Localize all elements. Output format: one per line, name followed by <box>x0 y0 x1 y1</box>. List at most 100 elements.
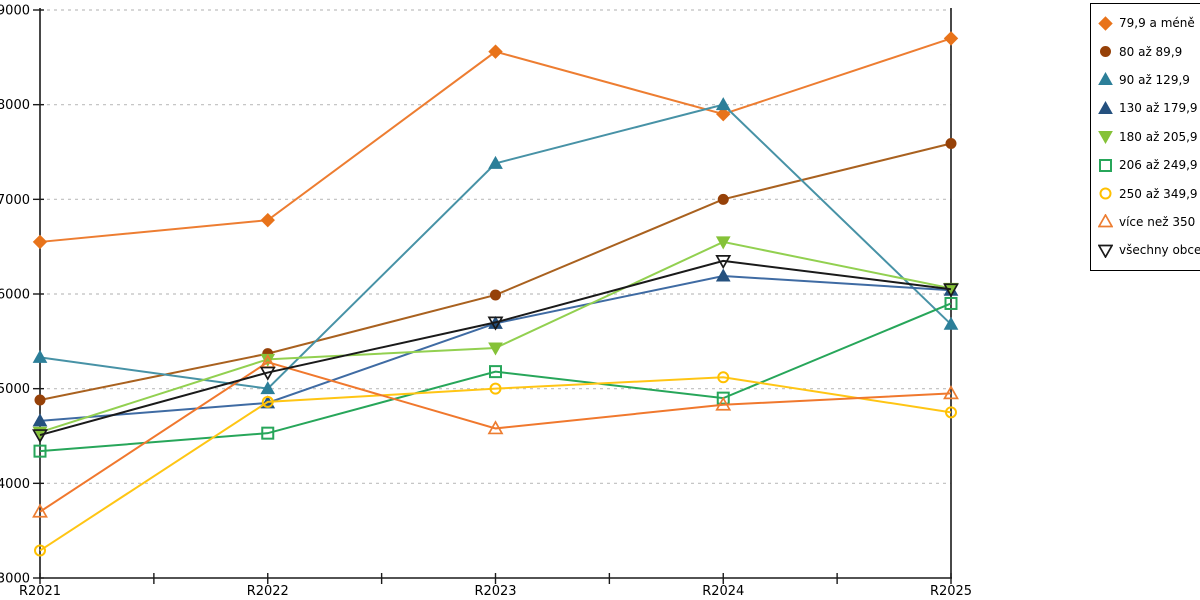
triangle-up-legend-marker-icon <box>1098 214 1113 228</box>
legend-item: 79,9 a méně <box>1098 9 1200 37</box>
legend-item: 90 až 129,9 <box>1098 66 1200 94</box>
legend-item-label: 79,9 a méně <box>1119 16 1195 31</box>
series <box>32 255 959 444</box>
diamond-marker-icon <box>716 106 731 122</box>
triangle-down-marker-icon <box>32 429 48 444</box>
square-marker-icon <box>944 296 958 310</box>
series-line <box>39 302 952 453</box>
x-tick-label: R2024 <box>702 584 744 599</box>
triangle-down-marker-icon <box>715 255 732 270</box>
diamond-marker-icon <box>32 234 48 250</box>
circle-marker-icon <box>1100 46 1111 58</box>
triangle-up-marker-icon <box>32 349 48 363</box>
circle-marker-icon <box>34 544 46 557</box>
triangle-up-marker-icon <box>32 503 48 518</box>
triangle-up-marker-icon <box>715 396 732 411</box>
y-tick-label: 5000 <box>0 382 30 397</box>
triangle-up-marker-icon <box>260 381 276 395</box>
diamond-marker-icon <box>943 31 959 46</box>
series <box>34 371 957 557</box>
series-line <box>39 259 952 437</box>
series <box>32 97 959 395</box>
triangle-down-marker-icon <box>715 236 731 250</box>
triangle-down-marker-icon <box>943 283 959 298</box>
legend-item-label: 180 až 205,9 <box>1119 129 1198 144</box>
legend-item-label: 206 až 249,9 <box>1119 158 1198 173</box>
legend-item: 250 až 349,9 <box>1098 179 1200 207</box>
triangle-up-marker-icon <box>943 316 959 330</box>
legend-item: 80 až 89,9 <box>1098 37 1200 65</box>
triangle-down-marker-icon <box>488 342 503 356</box>
triangle-down-marker-icon <box>487 316 504 331</box>
circle-marker-icon <box>261 395 274 408</box>
series <box>32 353 959 518</box>
series-line <box>39 361 952 513</box>
series <box>33 296 958 458</box>
legend-item: všechny obce <box>1098 236 1200 264</box>
square-marker-icon <box>33 444 47 458</box>
circle-marker-icon <box>945 137 957 149</box>
series <box>34 137 957 406</box>
circle-legend-marker-icon <box>1100 46 1111 58</box>
y-tick-label: 4000 <box>0 477 30 492</box>
x-tick-label: R2023 <box>474 584 516 599</box>
y-tick-label: 7000 <box>0 193 30 208</box>
circle-marker-icon <box>717 193 729 205</box>
y-tick-label: 8000 <box>0 98 30 113</box>
legend-item: 180 až 205,9 <box>1098 123 1200 151</box>
triangle-down-marker-icon <box>1098 131 1113 145</box>
square-marker-icon <box>261 426 275 440</box>
triangle-down-marker-icon <box>1098 244 1113 258</box>
x-tick-label: R2022 <box>247 584 289 599</box>
circle-marker-icon <box>717 371 730 384</box>
triangle-up-legend-marker-icon <box>1098 72 1113 86</box>
triangle-up-marker-icon <box>1098 100 1113 114</box>
legend-item-label: 130 až 179,9 <box>1119 101 1198 116</box>
square-legend-marker-icon <box>1099 158 1112 172</box>
circle-marker-icon <box>1099 187 1112 200</box>
y-tick-label: 9000 <box>0 4 30 19</box>
square-marker-icon <box>716 391 730 405</box>
legend-item-label: 90 až 129,9 <box>1119 72 1190 87</box>
series-line <box>39 240 952 434</box>
x-tick-label: R2025 <box>930 584 972 599</box>
y-tick-label: 6000 <box>0 288 30 303</box>
legend-item-label: více než 350 <box>1119 214 1196 229</box>
legend: 79,9 a méně 80 až 89,9 90 až 129,9 130 až 1… <box>1090 3 1200 271</box>
legend-item: 206 až 249,9 <box>1098 151 1200 179</box>
triangle-down-marker-icon <box>259 366 276 381</box>
diamond-marker-icon <box>488 44 503 59</box>
circle-legend-marker-icon <box>1099 187 1112 200</box>
diamond-marker-icon <box>1098 15 1113 31</box>
triangle-up-marker-icon <box>487 420 504 435</box>
square-marker-icon <box>1099 158 1112 172</box>
legend-item-label: všechny obce <box>1119 243 1200 258</box>
triangle-up-marker-icon <box>715 268 731 282</box>
triangle-up-legend-marker-icon <box>1098 100 1113 114</box>
series <box>32 31 959 250</box>
legend-item-label: 80 až 89,9 <box>1119 44 1183 59</box>
legend-item-label: 250 až 349,9 <box>1119 186 1198 201</box>
y-tick-label: 3000 <box>0 572 30 587</box>
x-tick-label: R2021 <box>19 584 61 599</box>
diamond-legend-marker-icon <box>1098 15 1113 31</box>
triangle-up-marker-icon <box>488 155 503 169</box>
triangle-down-legend-marker-icon <box>1098 244 1113 258</box>
triangle-up-marker-icon <box>32 413 48 427</box>
legend-item: 130 až 179,9 <box>1098 94 1200 122</box>
diamond-marker-icon <box>260 212 275 228</box>
circle-marker-icon <box>34 394 46 406</box>
triangle-up-marker-icon <box>1098 72 1113 86</box>
circle-marker-icon <box>489 382 502 395</box>
triangle-up-marker-icon <box>1098 214 1113 228</box>
series-line <box>39 37 952 243</box>
series <box>32 236 959 440</box>
circle-marker-icon <box>490 289 501 301</box>
series-line <box>39 376 952 552</box>
square-marker-icon <box>489 365 502 379</box>
triangle-up-marker-icon <box>943 385 959 400</box>
triangle-down-legend-marker-icon <box>1098 131 1113 145</box>
legend-item: více než 350 <box>1098 208 1200 236</box>
